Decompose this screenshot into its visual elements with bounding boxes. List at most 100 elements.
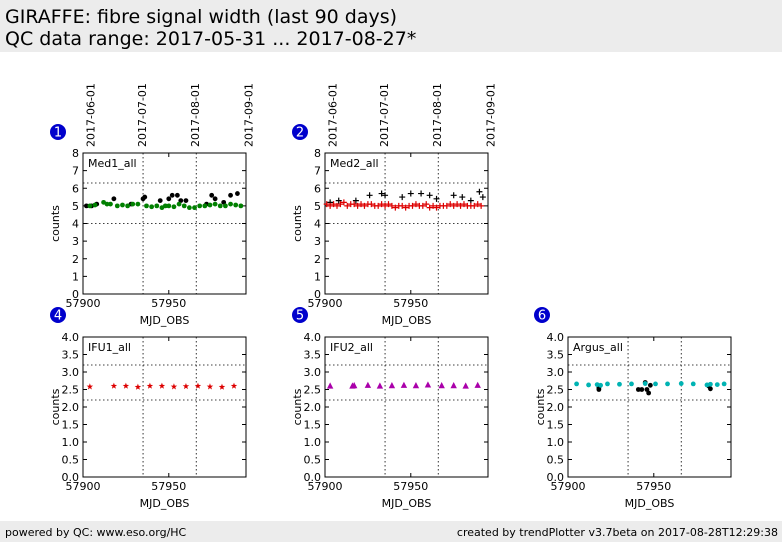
y-tick-label: 6 [314, 182, 321, 195]
data-point [104, 201, 110, 207]
data-point [450, 202, 457, 209]
plot-frame [567, 336, 732, 478]
data-point [447, 201, 454, 208]
data-point [433, 195, 440, 202]
data-point [162, 203, 168, 209]
data-point [330, 201, 337, 208]
data-point [335, 197, 342, 204]
data-point [646, 390, 652, 396]
data-point [375, 202, 382, 209]
data-point [192, 205, 197, 211]
panel-number: 6 [538, 309, 546, 324]
chart-panel-2: 2 0 1 2 3 4 5 6 7 8 57900 57950 MJD_OBS counts Med2_al… [291, 83, 497, 327]
data-point [454, 201, 461, 208]
data-point [596, 387, 602, 392]
y-tick-label: 4 [314, 218, 321, 231]
data-point [183, 198, 189, 203]
series-1 [87, 199, 244, 211]
data-point [344, 202, 351, 209]
x-axis-label: MJD_OBS [140, 497, 190, 510]
data-point [450, 192, 457, 199]
data-point [400, 381, 408, 388]
data-point [388, 382, 396, 389]
y-tick-label: 1.5 [547, 419, 565, 432]
x-tick-label: 57950 [151, 480, 186, 493]
data-point [125, 203, 131, 209]
plot-frame [324, 152, 489, 295]
y-tick-label: 1 [314, 270, 321, 283]
y-tick-label: 1.5 [304, 419, 322, 432]
y-tick-label: 3.0 [304, 366, 322, 379]
data-point [382, 202, 389, 209]
data-point [110, 382, 118, 389]
data-point [407, 190, 414, 197]
y-axis-label: counts [291, 205, 304, 242]
date-tick-label: 2017-07-01 [136, 83, 149, 147]
y-tick-label: 6 [72, 182, 79, 195]
panel-label: IFU1_all [88, 341, 131, 354]
y-tick-label: 3.0 [62, 366, 80, 379]
data-point [202, 203, 208, 209]
date-tick-label: 2017-09-01 [484, 83, 497, 147]
y-tick-label: 2.5 [304, 384, 322, 397]
panel-label: Med1_all [88, 157, 137, 170]
y-tick-label: 3.5 [62, 349, 80, 362]
x-axis-label: MJD_OBS [382, 314, 432, 327]
data-point [235, 191, 240, 196]
y-axis-label: counts [49, 388, 62, 425]
data-point [402, 204, 409, 211]
data-point [351, 201, 358, 208]
chart-panel-1: 1 0 1 2 3 4 5 6 7 8 57900 57950 MJD_OBS counts Med1_al… [49, 83, 255, 327]
data-point [586, 382, 591, 388]
data-point [238, 203, 244, 209]
y-tick-label: 8 [314, 147, 321, 160]
y-tick-label: 4.0 [304, 331, 322, 344]
data-point [364, 381, 372, 388]
data-point [134, 383, 142, 390]
data-point [378, 201, 385, 208]
data-point [120, 202, 125, 208]
data-point [665, 381, 670, 387]
data-point [326, 382, 334, 389]
data-point [574, 381, 579, 387]
panel-number: 1 [54, 126, 62, 141]
data-point [182, 382, 190, 390]
data-point [617, 381, 622, 387]
y-tick-label: 0.5 [62, 454, 80, 467]
chart-panel-4: 4 0.0 0.5 1.0 1.5 2.0 2.5 3.0 3.5 4.0 57900 57950 MJ… [49, 307, 247, 510]
data-point [467, 197, 474, 204]
panel-label: Med2_all [330, 157, 379, 170]
y-tick-label: 3 [314, 235, 321, 248]
footer-created-by: created by trendPlotter v3.7beta on 2017… [456, 526, 778, 539]
data-point [647, 382, 653, 388]
data-point [714, 382, 720, 387]
y-tick-label: 0 [72, 288, 79, 301]
data-point [111, 196, 117, 202]
data-point [478, 202, 485, 209]
data-point [450, 382, 457, 389]
data-point [354, 202, 361, 209]
data-point [430, 202, 437, 209]
data-point [176, 201, 182, 207]
data-point [479, 194, 486, 201]
y-tick-label: 7 [314, 165, 321, 178]
data-point [426, 192, 433, 199]
data-point [721, 381, 727, 387]
data-point [708, 381, 713, 387]
data-point [212, 196, 218, 202]
x-tick-label: 57900 [308, 297, 343, 310]
y-tick-label: 0.5 [547, 454, 565, 467]
data-point [334, 202, 341, 209]
data-point [327, 202, 334, 209]
y-tick-label: 2.0 [547, 401, 565, 414]
y-tick-label: 3 [72, 235, 79, 248]
data-point [424, 381, 432, 388]
data-point [169, 192, 175, 198]
y-tick-label: 0.0 [62, 471, 80, 484]
y-tick-label: 0.0 [547, 471, 565, 484]
data-point [217, 203, 223, 209]
data-point [352, 197, 359, 204]
data-point [207, 202, 213, 208]
series-1 [574, 381, 727, 388]
